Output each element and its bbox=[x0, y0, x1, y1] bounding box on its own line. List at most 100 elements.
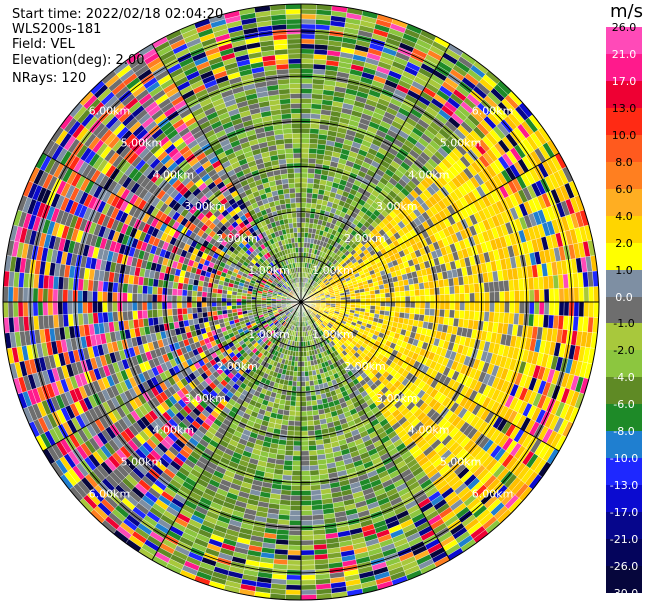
velocity-gate bbox=[493, 281, 500, 293]
velocity-gate bbox=[310, 113, 321, 120]
velocity-gate bbox=[300, 490, 312, 496]
velocity-gate bbox=[287, 425, 295, 432]
velocity-gate bbox=[294, 420, 302, 427]
velocity-gate bbox=[305, 217, 310, 224]
velocity-gate bbox=[288, 415, 296, 422]
velocity-gate bbox=[369, 290, 376, 295]
velocity-gate bbox=[300, 78, 313, 84]
velocity-gate bbox=[287, 549, 302, 556]
velocity-gate bbox=[296, 371, 302, 377]
velocity-gate bbox=[307, 360, 312, 367]
velocity-gate bbox=[300, 212, 306, 218]
velocity-gate bbox=[300, 549, 315, 556]
velocity-gate bbox=[454, 293, 461, 303]
velocity-gate bbox=[300, 480, 311, 486]
velocity-gate bbox=[306, 400, 313, 407]
velocity-gate bbox=[310, 103, 322, 110]
velocity-gate bbox=[294, 425, 302, 432]
velocity-gate bbox=[300, 182, 308, 189]
velocity-gate bbox=[419, 288, 426, 296]
velocity-gate bbox=[463, 310, 470, 320]
velocity-gate bbox=[285, 395, 292, 401]
velocity-gate bbox=[305, 380, 310, 387]
velocity-gate bbox=[424, 308, 431, 316]
velocity-gate bbox=[300, 63, 314, 70]
velocity-gate bbox=[305, 202, 312, 209]
velocity-gate bbox=[285, 589, 302, 596]
velocity-gate bbox=[394, 286, 400, 293]
velocity-gate bbox=[306, 415, 314, 422]
velocity-gate bbox=[300, 18, 316, 25]
velocity-gate bbox=[300, 132, 310, 139]
velocity-gate bbox=[292, 375, 298, 382]
velocity-gate bbox=[300, 177, 308, 184]
velocity-gate bbox=[300, 88, 313, 94]
velocity-gate bbox=[499, 291, 505, 303]
velocity-gate bbox=[384, 292, 391, 298]
velocity-gate bbox=[468, 310, 475, 321]
velocity-gate bbox=[493, 311, 500, 323]
velocity-gate bbox=[306, 410, 314, 417]
velocity-gate bbox=[311, 504, 323, 511]
velocity-gate bbox=[374, 289, 381, 295]
velocity-gate bbox=[449, 309, 455, 319]
velocity-gate bbox=[398, 312, 405, 319]
velocity-gate bbox=[400, 301, 406, 308]
velocity-gate bbox=[419, 308, 426, 316]
velocity-gate bbox=[360, 298, 366, 303]
velocity-gate bbox=[304, 227, 309, 233]
velocity-gate bbox=[300, 103, 312, 109]
velocity-gate bbox=[454, 301, 461, 311]
velocity-gate bbox=[310, 489, 322, 496]
velocity-gate bbox=[379, 306, 386, 311]
velocity-gate bbox=[300, 396, 307, 402]
velocity-gate bbox=[311, 198, 318, 205]
velocity-gate bbox=[360, 301, 366, 306]
velocity-gate bbox=[424, 295, 431, 303]
velocity-gate bbox=[291, 470, 302, 476]
velocity-gate bbox=[300, 376, 306, 382]
velocity-gate bbox=[284, 399, 291, 406]
velocity-gate bbox=[469, 292, 475, 303]
velocity-gate bbox=[308, 370, 313, 377]
velocity-gate bbox=[281, 484, 292, 491]
velocity-gate bbox=[300, 38, 315, 45]
velocity-gate bbox=[300, 43, 315, 50]
velocity-gate bbox=[429, 294, 436, 303]
velocity-gate bbox=[308, 158, 317, 164]
velocity-gate bbox=[573, 287, 580, 303]
velocity-gate bbox=[305, 385, 311, 392]
velocity-gate bbox=[300, 147, 310, 154]
velocity-gate bbox=[300, 420, 308, 427]
velocity-gate bbox=[409, 307, 416, 315]
velocity-gate bbox=[543, 301, 550, 316]
velocity-gate bbox=[365, 294, 371, 299]
velocity-gate bbox=[429, 301, 436, 310]
velocity-gate bbox=[300, 530, 314, 536]
velocity-gate bbox=[286, 579, 302, 586]
velocity-gate bbox=[414, 301, 421, 309]
velocity-gate bbox=[583, 301, 590, 318]
velocity-gate bbox=[300, 356, 305, 362]
velocity-gate bbox=[380, 297, 386, 303]
velocity-gate bbox=[409, 301, 416, 309]
velocity-gate bbox=[308, 148, 318, 154]
velocity-gate bbox=[286, 435, 295, 442]
velocity-gate bbox=[307, 435, 316, 442]
velocity-gate bbox=[434, 301, 441, 310]
velocity-gate bbox=[289, 405, 296, 412]
velocity-gate bbox=[300, 564, 316, 571]
velocity-gate bbox=[414, 295, 421, 303]
velocity-gate bbox=[405, 301, 411, 308]
velocity-gate bbox=[359, 291, 366, 296]
velocity-gate bbox=[300, 470, 311, 476]
velocity-gate bbox=[288, 534, 302, 541]
velocity-gate bbox=[310, 494, 322, 501]
velocity-gate bbox=[300, 83, 313, 89]
velocity-gate bbox=[419, 295, 426, 303]
velocity-gate bbox=[379, 293, 386, 298]
velocity-gate bbox=[308, 153, 317, 159]
velocity-gate bbox=[300, 579, 316, 586]
velocity-gate bbox=[300, 192, 307, 198]
velocity-gate bbox=[300, 534, 314, 541]
